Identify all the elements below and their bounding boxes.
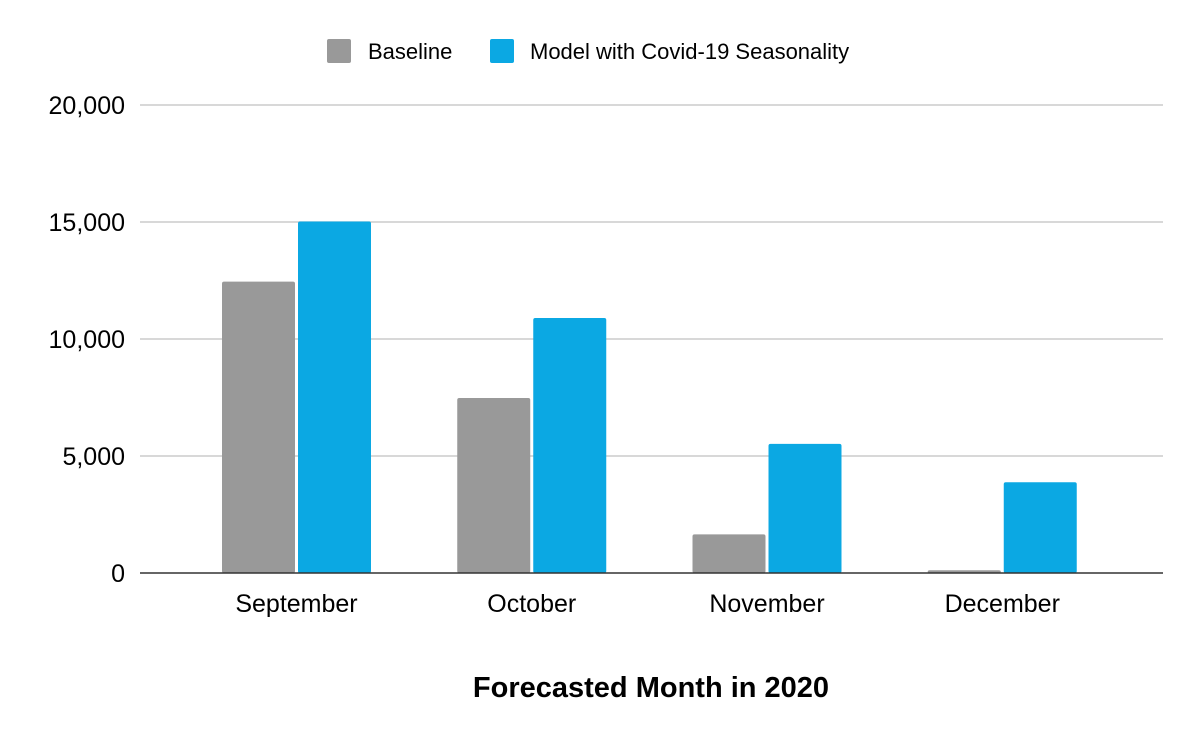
bar-model-october	[533, 317, 607, 573]
x-axis-categories: September October November December	[235, 590, 1060, 618]
bar-baseline-october	[457, 397, 531, 573]
bar-model-december	[1003, 482, 1077, 573]
bar-model-september	[298, 221, 371, 574]
x-category-label: October	[487, 590, 576, 618]
x-category-label: November	[709, 590, 824, 618]
legend-label: Model with Covid-19 Seasonality	[530, 39, 849, 64]
bars	[222, 221, 1077, 574]
legend: Baseline Model with Covid-19 Seasonality	[327, 39, 849, 64]
y-tick-label: 20,000	[49, 92, 125, 120]
bar-model-november	[768, 443, 842, 573]
legend-label: Baseline	[368, 39, 452, 64]
y-tick-label: 5,000	[62, 443, 125, 471]
y-tick-label: 0	[111, 560, 125, 588]
x-category-label: December	[945, 590, 1060, 618]
bar-baseline-november	[692, 534, 766, 573]
bar-baseline-september	[222, 281, 295, 573]
y-axis-ticks: 0 5,000 10,000 15,000 20,000	[49, 92, 125, 588]
x-category-label: September	[235, 590, 357, 618]
x-axis-title: Forecasted Month in 2020	[473, 672, 829, 704]
legend-swatch	[490, 39, 514, 63]
legend-swatch	[327, 39, 351, 63]
y-tick-label: 10,000	[49, 326, 125, 354]
y-tick-label: 15,000	[49, 209, 125, 237]
